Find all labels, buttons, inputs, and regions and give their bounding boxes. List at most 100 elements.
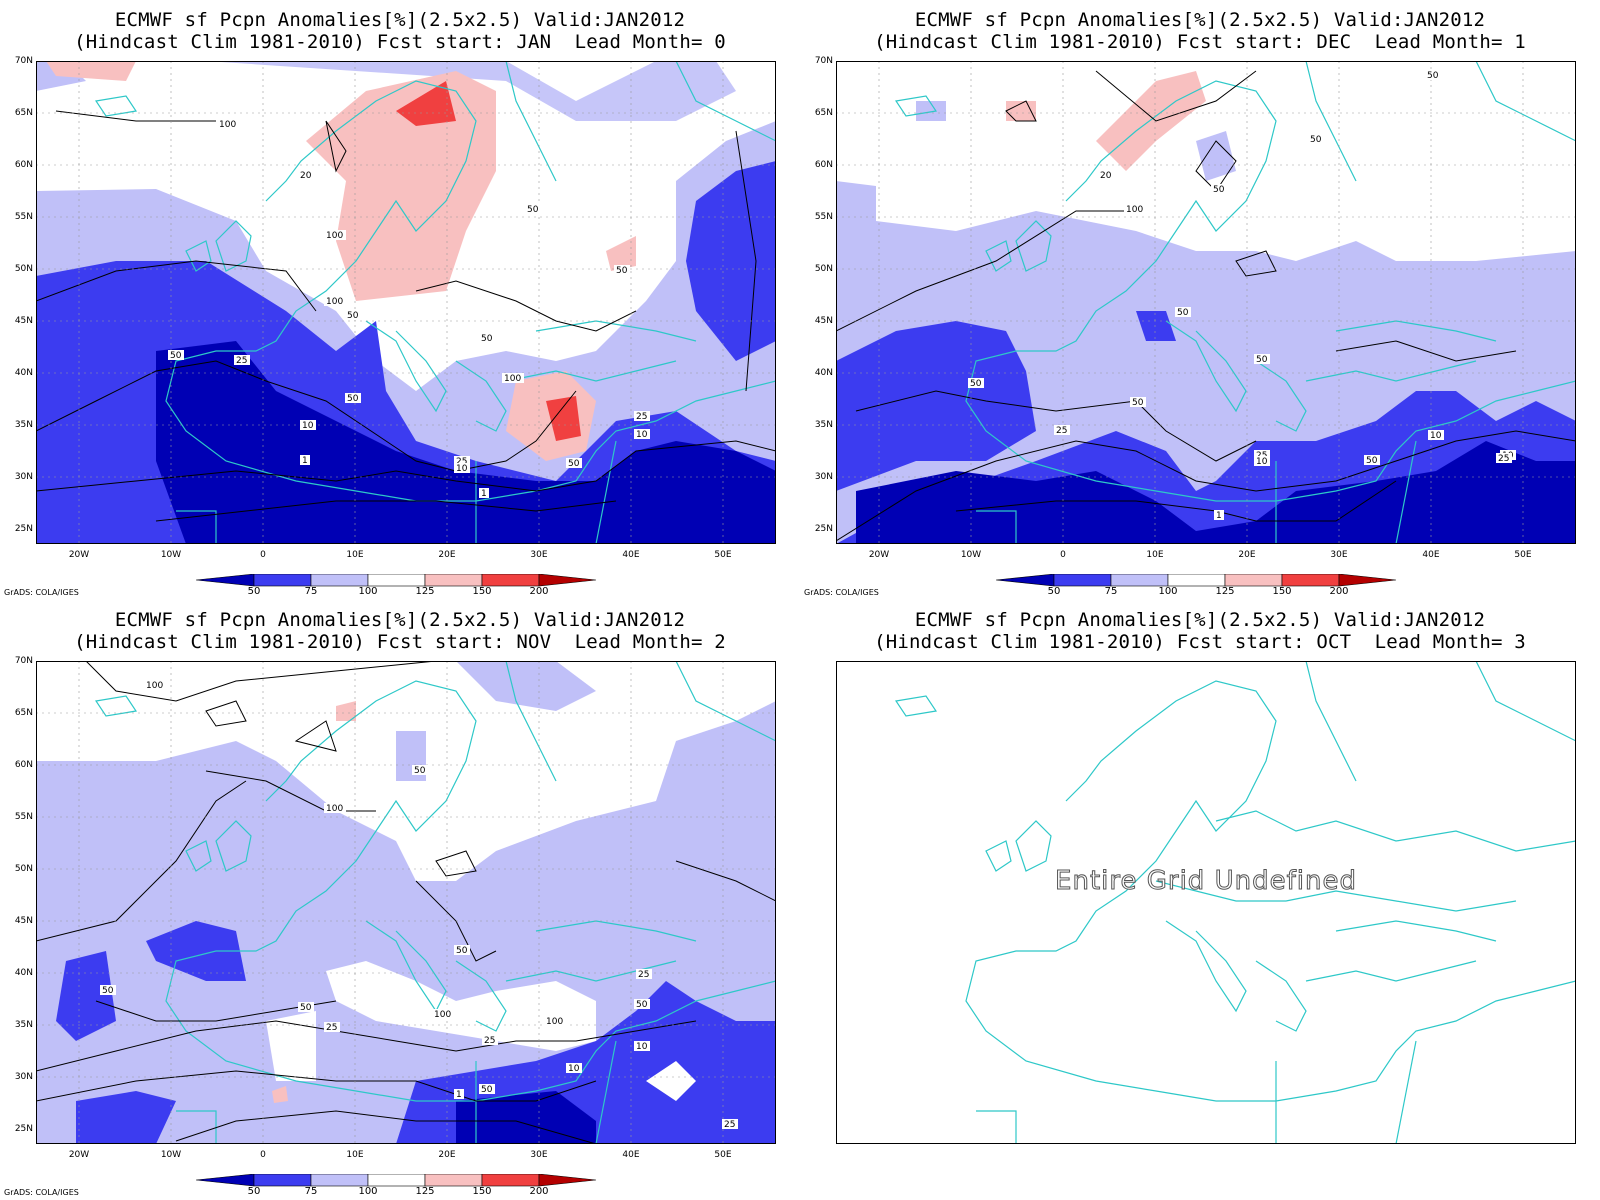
- shade-75-100: [456, 661, 596, 711]
- shade-75-100: [1196, 131, 1236, 181]
- footer-credit: GrADS: COLA/IGES: [4, 588, 79, 597]
- panel-lead-3: ECMWF sf Pcpn Anomalies[%](2.5x2.5) Vali…: [800, 600, 1600, 1200]
- contour-label-bg: [634, 411, 650, 421]
- contour-label: 25: [236, 356, 247, 366]
- lon-tick-label: 10W: [160, 550, 182, 560]
- lon-tick-label: 10W: [160, 1150, 182, 1160]
- lat-tick-label: 70N: [14, 56, 33, 66]
- colorbar-swatch: [367, 573, 426, 587]
- lat-tick-label: 60N: [14, 760, 33, 770]
- colorbar: 50 75 100 125 150 200: [195, 1173, 616, 1199]
- shade-50-75: [146, 921, 246, 981]
- contour-label-bg: [566, 1063, 582, 1073]
- contour-label-bg: [1124, 204, 1146, 214]
- contour-lines: [836, 70, 1576, 542]
- lon-tick-label: 10W: [960, 550, 982, 560]
- contour-label-bg: [234, 355, 250, 365]
- contour-label: 10: [456, 464, 468, 474]
- contour-label: 100: [219, 120, 236, 130]
- shade-lt50: [456, 1091, 596, 1144]
- contour-label: 50: [568, 459, 580, 469]
- contour-label-bg: [482, 1035, 498, 1045]
- colorbar-label: 50: [247, 586, 261, 597]
- contour-label: 25: [636, 412, 647, 422]
- shade-125-150: [272, 1086, 288, 1103]
- contour-label-bg: [168, 350, 184, 360]
- contour-label: 1: [1216, 511, 1222, 521]
- shade-150-200: [546, 396, 581, 441]
- contour-label: 100: [326, 804, 343, 814]
- contour-label: 1: [481, 489, 487, 499]
- undefined-grid-message: Entire Grid Undefined: [1055, 866, 1357, 897]
- contour-label: 50: [414, 766, 426, 776]
- lat-tick-label: 35N: [14, 1020, 33, 1030]
- panel-title-line2: (Hindcast Clim 1981-2010) Fcst start: DE…: [874, 31, 1526, 53]
- colorbar-label: 150: [1272, 586, 1292, 597]
- contour-label: 50: [102, 986, 114, 996]
- contour-label-bg: [1130, 397, 1146, 407]
- lat-tick-label: 50N: [14, 264, 33, 274]
- contour-label-bg: [454, 1089, 464, 1099]
- contour-label: 100: [546, 1017, 563, 1027]
- contour-label: 100: [504, 374, 521, 384]
- shade-50-75: [1136, 311, 1176, 341]
- contour-label-bg: [968, 378, 984, 388]
- colorbar-swatch: [424, 1173, 483, 1187]
- colorbar-swatches: [995, 573, 1397, 587]
- colorbar-label: 200: [529, 586, 549, 597]
- lon-tick-label: 0: [260, 550, 266, 560]
- shade-50-75: [56, 951, 116, 1041]
- contour-label: 100: [326, 231, 343, 241]
- panel-title-line2: (Hindcast Clim 1981-2010) Fcst start: OC…: [874, 631, 1526, 653]
- colorbar-above-200-arrow: [538, 1173, 597, 1187]
- shade-lt50: [856, 441, 1576, 544]
- contour-label: 50: [1256, 355, 1268, 365]
- lat-tick-label: 30N: [14, 1072, 33, 1082]
- contour-label: 50: [1213, 185, 1225, 195]
- contour-label-bg: [454, 463, 470, 473]
- lon-tick-label: 30E: [530, 550, 548, 560]
- colorbar-swatch: [1224, 573, 1283, 587]
- contour-label-bg: [1175, 307, 1191, 317]
- lat-tick-label: 40N: [14, 968, 33, 978]
- lon-tick-label: 40E: [622, 550, 640, 560]
- lat-tick-label: 35N: [814, 420, 833, 430]
- lon-tick-label: 20W: [68, 550, 90, 560]
- contour-label-bg: [525, 204, 541, 214]
- contour-label-bg: [722, 1119, 738, 1129]
- contour-label-bg: [634, 1041, 650, 1051]
- map-plot: 100 50 100 50 50 50 25 100 100 50 10 25 50 10 1 25 25: [36, 661, 776, 1144]
- contour-label: 50: [1132, 398, 1144, 408]
- colorbar-label: 150: [472, 1186, 492, 1197]
- lat-tick-label: 65N: [814, 108, 833, 118]
- lat-tick-label: 60N: [14, 160, 33, 170]
- panel-lead-1: ECMWF sf Pcpn Anomalies[%](2.5x2.5) Vali…: [800, 0, 1600, 600]
- lat-tick-label: 60N: [814, 160, 833, 170]
- lon-tick-label: 20W: [868, 550, 890, 560]
- colorbar-label: 125: [415, 586, 435, 597]
- colorbar-label: 75: [304, 1186, 318, 1197]
- lon-tick-label: 40E: [622, 1150, 640, 1160]
- contour-label-bg: [298, 170, 314, 180]
- coastlines: [894, 61, 1576, 544]
- contour-label-bg: [324, 1022, 340, 1032]
- shade-100-125: [266, 1011, 316, 1081]
- grid-lines: [836, 61, 1576, 544]
- contour-label-bg: [1364, 455, 1380, 465]
- lat-tick-label: 30N: [14, 472, 33, 482]
- panel-lead-2: ECMWF sf Pcpn Anomalies[%](2.5x2.5) Vali…: [0, 600, 800, 1200]
- contour-label: 50: [1366, 456, 1378, 466]
- lat-tick-label: 65N: [14, 108, 33, 118]
- contour-label: 100: [146, 681, 163, 691]
- lat-tick-label: 25N: [14, 524, 33, 534]
- lon-tick-label: 0: [260, 1150, 266, 1160]
- lat-tick-label: 70N: [14, 656, 33, 666]
- colorbar-swatch: [1053, 573, 1112, 587]
- colorbar: 50 75 100 125 150 200: [195, 573, 616, 599]
- contour-label: 25: [724, 1120, 735, 1130]
- coastlines: [94, 61, 776, 544]
- colorbar-label: 75: [1104, 586, 1118, 597]
- colorbar-label: 50: [1047, 586, 1061, 597]
- colorbar-label: 50: [247, 1186, 261, 1197]
- panel-title-line1: ECMWF sf Pcpn Anomalies[%](2.5x2.5) Vali…: [914, 9, 1486, 31]
